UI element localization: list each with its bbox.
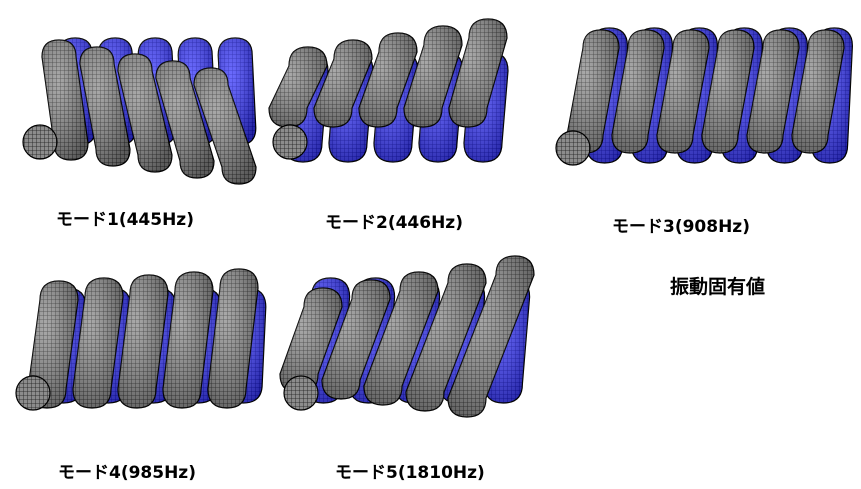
deformed-coil bbox=[358, 32, 418, 128]
mode-5-figure bbox=[279, 255, 538, 438]
deformed-coil bbox=[363, 271, 439, 406]
deformed-coil bbox=[656, 29, 710, 154]
deformed-coil bbox=[117, 274, 169, 409]
mode-2-figure bbox=[268, 12, 518, 172]
deformed-coil bbox=[403, 25, 463, 128]
spring-mesh-mode-2 bbox=[268, 18, 509, 163]
spring-mesh-mode-1 bbox=[22, 37, 257, 185]
deformed-coil bbox=[72, 277, 124, 409]
deformed-coil bbox=[268, 46, 328, 128]
spring-end-cap bbox=[283, 375, 319, 411]
deformed-coil bbox=[791, 29, 845, 154]
mode-3-caption: モード3(908Hz) bbox=[612, 217, 750, 237]
deformed-coil bbox=[162, 271, 214, 409]
deformed-coil bbox=[117, 53, 173, 173]
deformed-coil bbox=[746, 29, 800, 154]
mode-1-caption: モード1(445Hz) bbox=[56, 210, 194, 230]
deformed-coil bbox=[79, 46, 131, 167]
deformed-coil bbox=[193, 67, 257, 185]
mode-2-caption: モード2(446Hz) bbox=[325, 213, 463, 233]
spring-end-cap bbox=[15, 375, 51, 411]
figure-title: 振動固有値 bbox=[670, 276, 766, 298]
spring-mesh-mode-4 bbox=[15, 268, 267, 411]
deformed-coil bbox=[313, 39, 373, 128]
deformed-coil bbox=[611, 29, 665, 154]
mode-4-caption: モード4(985Hz) bbox=[58, 463, 196, 483]
deformed-coil bbox=[321, 279, 391, 400]
mode-1-figure bbox=[20, 30, 257, 190]
deformed-coil bbox=[447, 255, 535, 418]
deformed-coil bbox=[27, 280, 79, 409]
spring-mesh-mode-5 bbox=[279, 255, 535, 418]
deformed-coil bbox=[207, 268, 259, 409]
mode-4-figure bbox=[15, 263, 267, 433]
spring-end-cap bbox=[272, 124, 308, 160]
deformed-coil bbox=[701, 29, 755, 154]
deformed-coil bbox=[405, 263, 487, 412]
spring-mesh-mode-3 bbox=[555, 27, 854, 166]
deformed-coil bbox=[41, 39, 89, 161]
deformed-coil bbox=[448, 18, 508, 128]
spring-end-cap bbox=[22, 124, 58, 160]
deformed-coil bbox=[155, 60, 215, 179]
spring-end-cap bbox=[555, 130, 591, 166]
mode-3-figure bbox=[553, 18, 854, 178]
mode-5-caption: モード5(1810Hz) bbox=[335, 463, 485, 483]
